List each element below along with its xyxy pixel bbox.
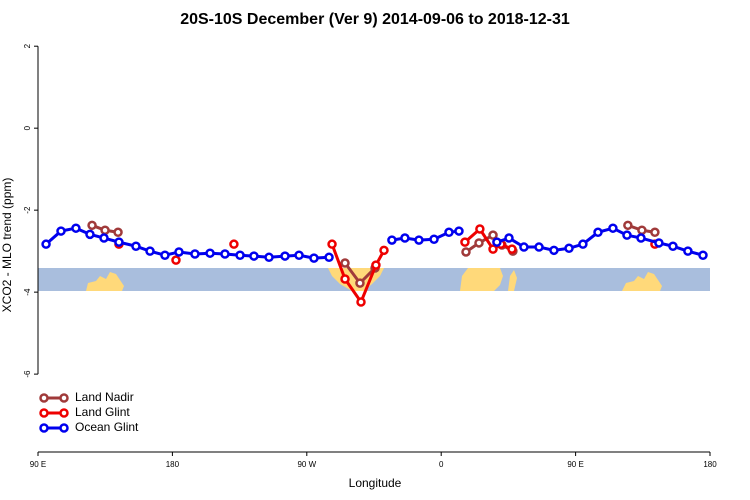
legend-marker bbox=[59, 408, 69, 418]
data-point bbox=[99, 233, 109, 243]
x-axis-label: Longitude bbox=[349, 476, 402, 490]
data-point bbox=[475, 224, 485, 234]
data-point bbox=[654, 238, 664, 248]
data-point bbox=[100, 225, 110, 235]
x-tick-label: 0 bbox=[439, 460, 444, 469]
data-point bbox=[85, 229, 95, 240]
data-point bbox=[444, 227, 454, 238]
series-line bbox=[45, 226, 704, 260]
data-point bbox=[371, 260, 381, 270]
y-tick-label: -2 bbox=[23, 206, 32, 214]
data-point bbox=[235, 250, 245, 260]
data-point bbox=[87, 220, 97, 231]
data-point bbox=[355, 278, 365, 288]
legend-marker bbox=[39, 408, 49, 418]
data-point bbox=[507, 244, 517, 254]
x-tick-label: 90 E bbox=[567, 460, 583, 469]
legend-label: Land Nadir bbox=[75, 390, 134, 404]
data-point bbox=[264, 252, 274, 263]
data-point bbox=[280, 251, 290, 261]
data-point bbox=[327, 239, 337, 249]
land-shape bbox=[622, 272, 662, 291]
data-point bbox=[668, 241, 678, 251]
data-point bbox=[622, 230, 632, 240]
chart-title: 20S-10S December (Ver 9) 2014-09-06 to 2… bbox=[180, 11, 570, 28]
data-point bbox=[114, 237, 124, 247]
x-tick-label: 180 bbox=[703, 460, 717, 469]
data-point bbox=[519, 242, 529, 252]
data-point bbox=[309, 253, 319, 263]
data-point bbox=[294, 250, 304, 260]
data-point bbox=[56, 226, 66, 236]
data-point bbox=[534, 242, 544, 252]
data-point bbox=[174, 247, 184, 257]
data-point bbox=[324, 252, 334, 263]
data-point bbox=[488, 244, 498, 254]
data-point bbox=[578, 239, 588, 249]
y-tick-label: 2 bbox=[23, 43, 32, 48]
data-point bbox=[623, 220, 633, 231]
data-point bbox=[205, 248, 215, 258]
data-point bbox=[608, 223, 618, 233]
data-point bbox=[171, 255, 181, 265]
data-point bbox=[356, 297, 366, 307]
data-point bbox=[504, 233, 514, 243]
data-point bbox=[340, 258, 350, 268]
y-tick-label: 0 bbox=[23, 125, 32, 130]
legend-label: Land Glint bbox=[75, 405, 130, 419]
x-tick-label: 180 bbox=[166, 460, 180, 469]
data-point bbox=[131, 241, 141, 251]
legend-marker bbox=[59, 423, 69, 433]
data-point bbox=[71, 223, 81, 233]
data-point bbox=[249, 251, 259, 261]
data-point bbox=[41, 239, 51, 249]
data-point bbox=[145, 246, 155, 256]
legend-label: Ocean Glint bbox=[75, 420, 139, 434]
data-point bbox=[229, 239, 239, 249]
data-point bbox=[549, 245, 559, 256]
data-point bbox=[492, 237, 502, 247]
data-point bbox=[340, 274, 350, 284]
data-point bbox=[429, 234, 439, 245]
data-point bbox=[698, 250, 708, 260]
data-point bbox=[400, 233, 410, 243]
data-point bbox=[460, 237, 470, 247]
data-point bbox=[650, 227, 660, 238]
data-point bbox=[637, 225, 647, 235]
y-axis-label: XCO2 - MLO trend (ppm) bbox=[0, 178, 14, 313]
data-point bbox=[113, 227, 123, 238]
y-tick-label: -4 bbox=[23, 288, 32, 296]
data-point bbox=[474, 238, 484, 248]
data-point bbox=[414, 235, 424, 245]
data-point bbox=[220, 249, 230, 259]
data-point bbox=[488, 230, 498, 240]
data-point bbox=[636, 233, 646, 243]
land-shape bbox=[508, 270, 517, 291]
legend-marker bbox=[39, 393, 49, 403]
x-tick-label: 90 W bbox=[297, 460, 316, 469]
data-point bbox=[190, 249, 200, 259]
legend-marker bbox=[59, 393, 69, 403]
data-point bbox=[683, 246, 693, 256]
data-point bbox=[387, 235, 397, 245]
land-shape bbox=[460, 268, 503, 291]
legend-marker bbox=[39, 423, 49, 433]
data-point bbox=[461, 247, 471, 257]
data-point bbox=[593, 227, 603, 238]
x-tick-label: 90 E bbox=[30, 460, 46, 469]
land-shape bbox=[86, 272, 124, 291]
y-tick-label: -6 bbox=[23, 370, 32, 378]
data-point bbox=[160, 250, 170, 260]
data-point bbox=[379, 245, 389, 256]
data-point bbox=[454, 226, 464, 236]
data-point bbox=[564, 243, 574, 254]
